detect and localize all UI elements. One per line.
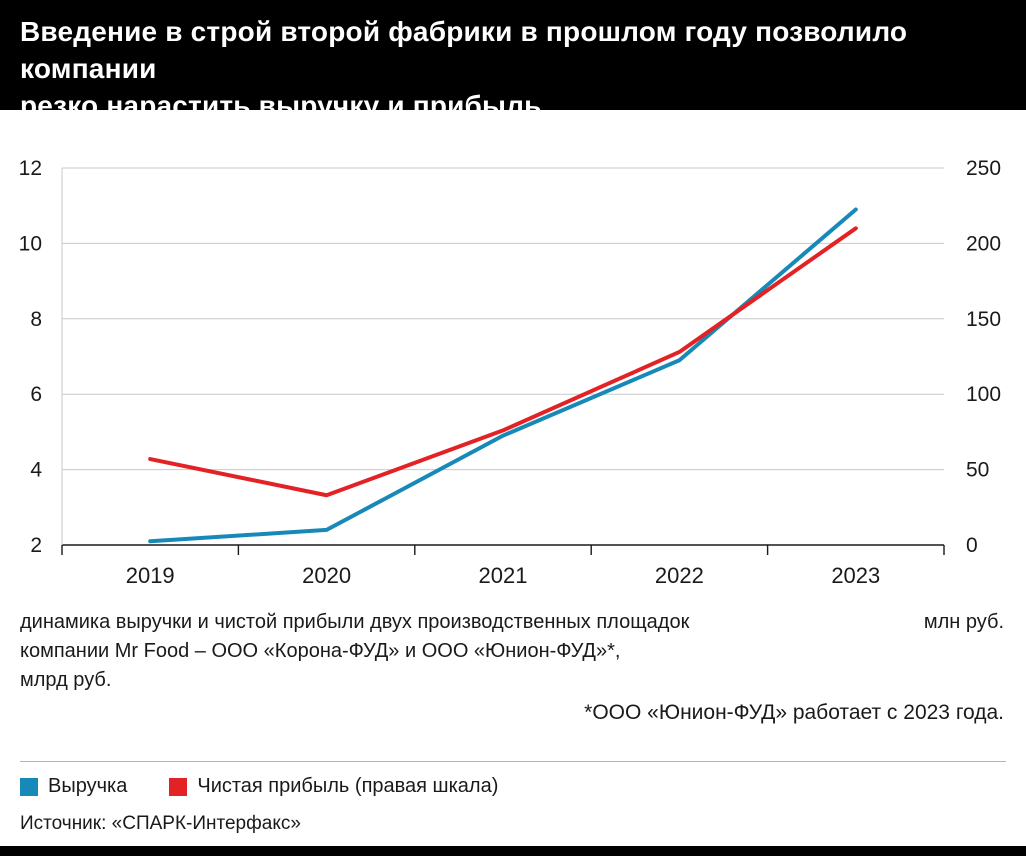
x-axis-label: 2019 — [126, 563, 175, 588]
right-axis-tick: 0 — [966, 534, 978, 557]
left-axis-tick: 10 — [19, 232, 42, 255]
x-axis-label: 2020 — [302, 563, 351, 588]
chart-footnote: *ООО «Юнион-ФУД» работает с 2023 года. — [584, 701, 1004, 724]
bottom-bar — [0, 846, 1026, 856]
caption-line-3: млрд руб. — [20, 669, 112, 691]
page-title-line-1: Введение в строй второй фабрики в прошло… — [20, 16, 908, 84]
x-axis-label: 2021 — [479, 563, 528, 588]
source-label: Источник: «СПАРК-Интерфакс» — [20, 813, 301, 834]
page-title-line-2: резко нарастить выручку и прибыль — [20, 90, 542, 121]
revenue-swatch-icon — [20, 777, 38, 796]
legend-item-revenue: Выручка — [20, 775, 127, 798]
legend-divider — [20, 761, 1006, 762]
caption-line-1: динамика выручки и чистой прибыли двух п… — [20, 611, 690, 633]
right-axis-unit-label: млн руб. — [923, 611, 1004, 633]
chart-area: 12 10 8 6 4 2 250 200 150 100 50 0 2019 2020 2021 2022 2… — [0, 140, 1026, 598]
caption-line-2: компании Mr Food – ООО «Корона-ФУД» и ОО… — [20, 640, 621, 662]
chart-caption: динамика выручки и чистой прибыли двух п… — [20, 608, 820, 695]
right-axis-tick: 150 — [966, 308, 1001, 331]
profit-line — [148, 226, 858, 498]
legend-label-revenue: Выручка — [48, 775, 128, 797]
caption-row: динамика выручки и чистой прибыли двух п… — [20, 608, 1004, 695]
right-axis-tick: 50 — [966, 459, 989, 482]
chart-legend: Выручка Чистая прибыль (правая шкала) — [20, 775, 1006, 798]
left-axis-tick: 8 — [30, 308, 42, 331]
header-bar: Введение в строй второй фабрики в прошло… — [0, 0, 1026, 121]
x-axis-label: 2022 — [655, 563, 704, 588]
legend-label-profit: Чистая прибыль (правая шкала) — [197, 775, 499, 797]
left-axis-tick: 4 — [30, 459, 42, 482]
legend-item-profit: Чистая прибыль (правая шкала) — [169, 775, 498, 798]
line-chart: 12 10 8 6 4 2 250 200 150 100 50 0 2019 2020 2021 2022 2… — [19, 157, 1001, 588]
left-axis-tick: 12 — [19, 157, 42, 180]
revenue-line — [148, 207, 858, 544]
right-axis-tick: 100 — [966, 383, 1001, 406]
left-axis-tick: 6 — [30, 383, 42, 406]
left-axis-tick: 2 — [30, 534, 42, 557]
profit-swatch-icon — [169, 777, 188, 796]
x-axis-label: 2023 — [831, 563, 880, 588]
right-axis-tick: 250 — [966, 157, 1001, 180]
right-axis-tick: 200 — [966, 232, 1001, 255]
